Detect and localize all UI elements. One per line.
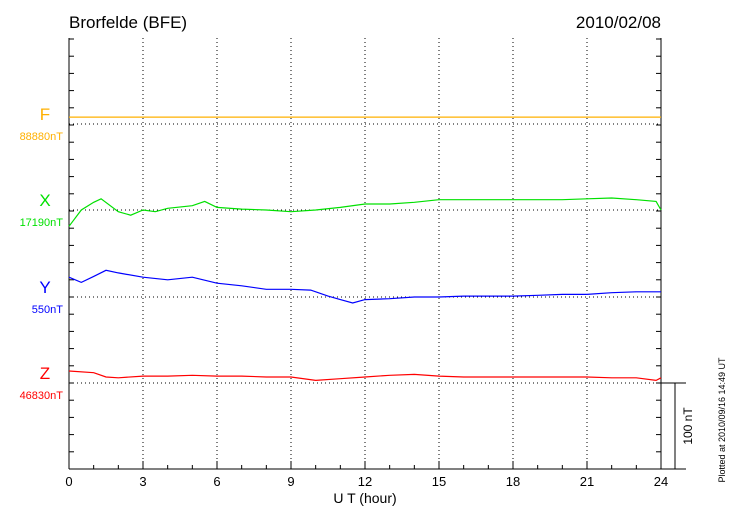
- series-baseline-z: 46830nT: [20, 390, 64, 402]
- plotted-at-footer: Plotted at 2010/09/16 14:49 UT: [717, 357, 727, 483]
- x-axis-label: U T (hour): [333, 490, 396, 506]
- axes: 0 3 6 9 12 15 18 21 24: [65, 38, 686, 489]
- chart-date: 2010/02/08: [576, 13, 661, 32]
- x-tick-label: 15: [432, 474, 446, 489]
- series-name-z: Z: [40, 364, 50, 383]
- series-line-x: [68, 197, 662, 227]
- x-tick-label: 18: [506, 474, 520, 489]
- series-name-x: X: [39, 191, 50, 210]
- series-name-f: F: [40, 105, 50, 124]
- series-lines: [68, 116, 662, 382]
- series-labels: F 88880nT X 17190nT Y 550nT Z 46830nT: [20, 105, 64, 402]
- x-tick-label: 3: [139, 474, 146, 489]
- series-line-z: [68, 370, 662, 382]
- series-baseline-y: 550nT: [32, 304, 63, 316]
- x-tick-label: 24: [654, 474, 668, 489]
- x-tick-label: 21: [580, 474, 594, 489]
- series-baseline-f: 88880nT: [20, 131, 64, 143]
- x-tick-label: 12: [358, 474, 372, 489]
- x-tick-label: 0: [65, 474, 72, 489]
- chart-title: Brorfelde (BFE): [69, 13, 187, 32]
- x-tick-label: 9: [287, 474, 294, 489]
- series-line-y: [68, 269, 661, 304]
- grid: [69, 38, 661, 469]
- series-name-y: Y: [39, 278, 50, 297]
- scale-bar-label: 100 nT: [681, 407, 695, 445]
- series-baseline-x: 17190nT: [20, 217, 64, 229]
- x-tick-label: 6: [213, 474, 220, 489]
